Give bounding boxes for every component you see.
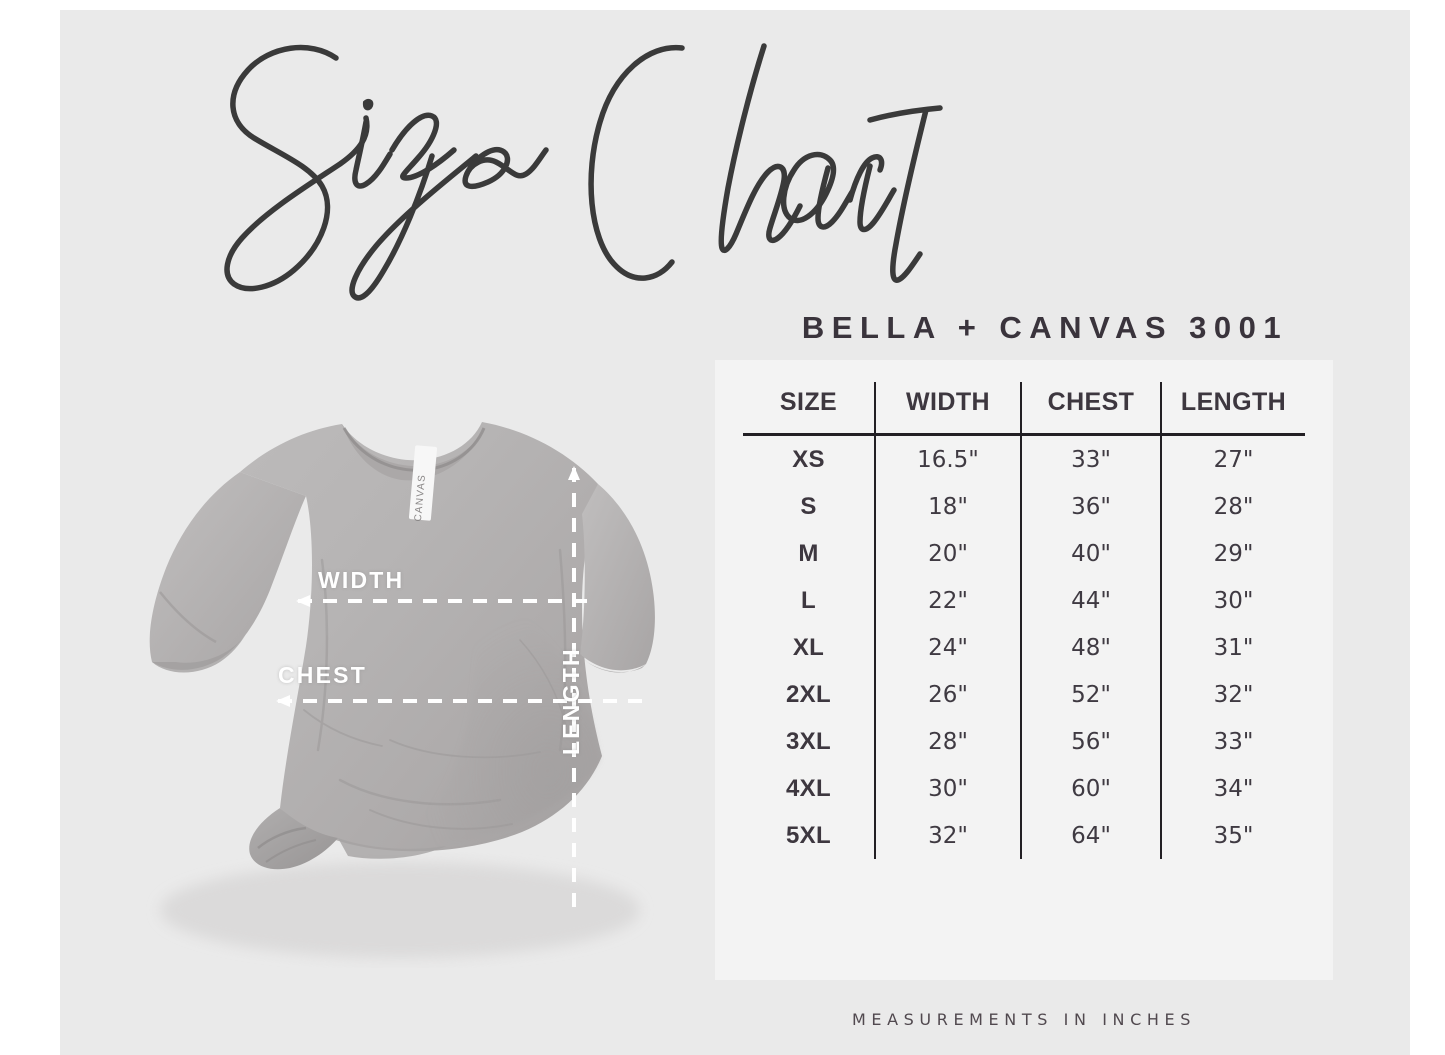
shirt-sleeve-left [149,472,306,670]
cell-chest: 60" [1020,765,1161,812]
length-label: LENGTH [558,647,584,755]
cell-size: L [801,586,816,614]
column-header-size: SIZE [743,382,875,436]
cell-chest: 40" [1020,530,1161,577]
cell-length: 33" [1160,718,1305,765]
shirt-collar [342,424,486,481]
cell-size: 4XL [786,774,831,802]
table-row: 5XL 32" 64" 35" [743,812,1305,859]
cell-length: 29" [1160,530,1305,577]
chest-label: CHEST [278,662,367,688]
table-row: M 20" 40" 29" [743,530,1305,577]
cell-length: 32" [1160,671,1305,718]
size-table-panel: SIZE WIDTH CHEST LENGTH XS 16.5" 33" 27" S 18… [715,360,1333,980]
table-row: L 22" 44" 30" [743,577,1305,624]
cell-length: 27" [1160,434,1305,483]
cell-length: 31" [1160,624,1305,671]
cell-chest: 52" [1020,671,1161,718]
cell-width: 16.5" [874,434,1021,483]
page-title [170,18,960,318]
cell-width: 30" [874,765,1021,812]
cell-size: 2XL [786,680,831,708]
cell-width: 28" [874,718,1021,765]
table-row: XL 24" 48" 31" [743,624,1305,671]
cell-width: 18" [874,483,1021,530]
cell-chest: 64" [1020,812,1161,859]
cell-length: 35" [1160,812,1305,859]
column-header-length: LENGTH [1160,382,1305,436]
shirt-knot [249,808,338,870]
cell-chest: 33" [1020,434,1161,483]
cell-chest: 36" [1020,483,1161,530]
cell-size: S [800,492,817,520]
svg-text:CANVAS: CANVAS [413,474,428,522]
table-body: XS 16.5" 33" 27" S 18" 36" 28" M 20" 40" 29" L 22" 44"… [743,434,1305,859]
cell-size: XS [792,445,825,473]
measurement-unit-note: MEASUREMENTS IN INCHES [852,1010,1196,1029]
shirt-shadow [160,862,640,958]
cell-size: M [798,539,819,567]
table-header-row: SIZE WIDTH CHEST LENGTH [743,382,1305,436]
cell-chest: 56" [1020,718,1161,765]
cell-size: 3XL [786,727,831,755]
cell-width: 20" [874,530,1021,577]
cell-width: 32" [874,812,1021,859]
cell-length: 30" [1160,577,1305,624]
size-table: SIZE WIDTH CHEST LENGTH XS 16.5" 33" 27" S 18… [743,382,1305,859]
cell-size: 5XL [786,821,831,849]
column-header-width: WIDTH [874,382,1021,436]
width-label: WIDTH [318,567,405,593]
cell-width: 26" [874,671,1021,718]
cell-chest: 44" [1020,577,1161,624]
cell-width: 22" [874,577,1021,624]
shirt-twist [338,838,446,859]
sleeve-roll-left [152,634,246,673]
cell-length: 34" [1160,765,1305,812]
table-row: 2XL 26" 52" 32" [743,671,1305,718]
column-header-chest: CHEST [1020,382,1161,436]
cell-length: 28" [1160,483,1305,530]
cell-width: 24" [874,624,1021,671]
cell-size: XL [792,633,825,661]
table-row: 3XL 28" 56" 33" [743,718,1305,765]
table-row: XS 16.5" 33" 27" [743,434,1305,483]
cell-chest: 48" [1020,624,1161,671]
brand-heading: BELLA + CANVAS 3001 [801,310,1289,345]
neck-tag: CANVAS [408,445,438,522]
tshirt-product-image: CANVAS [90,410,690,970]
shirt-sleeve-right [580,484,655,671]
table-row: 4XL 30" 60" 34" [743,765,1305,812]
width-measure-line [296,595,590,607]
table-row: S 18" 36" 28" [743,483,1305,530]
artboard: BELLA + CANVAS 3001 SIZE WIDTH CHEST LEN… [60,10,1410,1055]
length-measure-line [568,466,580,910]
chest-measure-line [276,695,650,707]
